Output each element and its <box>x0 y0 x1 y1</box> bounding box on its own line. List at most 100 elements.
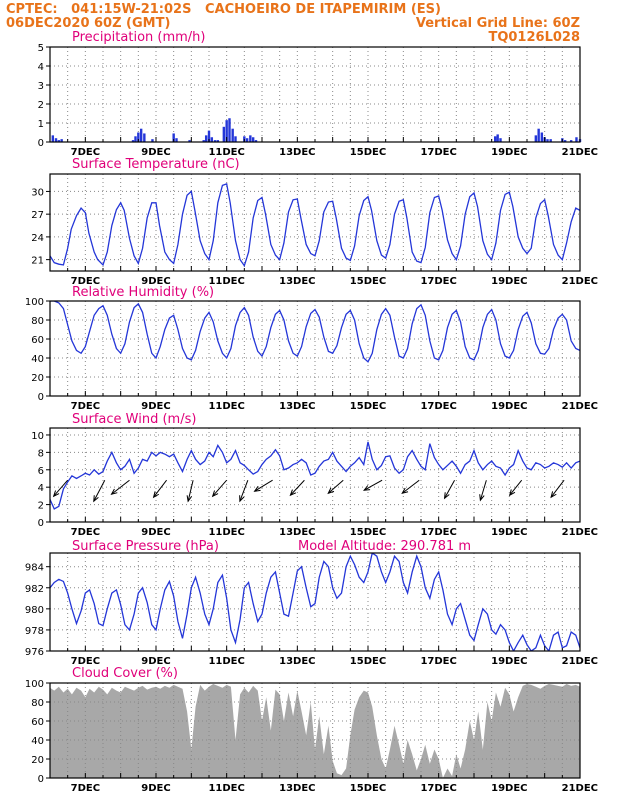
x-tick-label: 13DEC <box>279 401 315 412</box>
y-tick-label: 982 <box>25 584 44 595</box>
x-tick-label: 21DEC <box>562 147 598 158</box>
wind-vector-head <box>93 495 99 503</box>
header-model-id: TQ0126L028 <box>488 30 580 45</box>
x-tick-label: 11DEC <box>208 276 244 287</box>
x-tick-label: 15DEC <box>350 147 386 158</box>
wind-vector <box>212 479 228 497</box>
x-tick-label: 9DEC <box>141 276 170 287</box>
x-tick-label: 7DEC <box>71 527 100 538</box>
panel-title: Surface Pressure (hPa) <box>72 539 219 554</box>
x-tick-label: 19DEC <box>491 276 527 287</box>
x-tick-label: 9DEC <box>141 401 170 412</box>
x-tick-label: 17DEC <box>420 276 456 287</box>
x-tick-label: 17DEC <box>420 527 456 538</box>
x-tick-label: 9DEC <box>141 656 170 667</box>
precip-bar <box>57 140 61 142</box>
precip-bar <box>137 132 140 142</box>
precip-bar <box>225 120 228 142</box>
x-tick-label: 19DEC <box>491 147 527 158</box>
precip-bar <box>188 140 191 142</box>
precip-bar <box>54 138 58 142</box>
x-tick-label: 11DEC <box>208 527 244 538</box>
y-tick-label: 5 <box>38 43 44 54</box>
x-tick-label: 7DEC <box>71 656 100 667</box>
header-location: CPTEC: 041:15W-21:02S CACHOEIRO DE ITAPE… <box>6 2 441 17</box>
y-tick-label: 60 <box>31 335 44 346</box>
precip-bar <box>563 140 567 142</box>
panel-1 <box>46 173 581 272</box>
series-line <box>50 553 580 651</box>
precip-bar <box>51 135 55 142</box>
x-tick-label: 15DEC <box>350 276 386 287</box>
x-tick-label: 17DEC <box>420 401 456 412</box>
y-tick-label: 80 <box>31 698 44 709</box>
x-tick-label: 11DEC <box>208 147 244 158</box>
y-tick-label: 21 <box>31 256 44 267</box>
header-grid-line: Vertical Grid Line: 60Z <box>415 16 580 31</box>
y-tick-label: 40 <box>31 736 44 747</box>
wind-vector <box>53 479 69 497</box>
precip-bar <box>540 132 544 142</box>
precip-bar <box>546 139 549 142</box>
x-tick-label: 11DEC <box>208 783 244 794</box>
wind-vector <box>479 480 487 501</box>
y-tick-label: 40 <box>31 354 44 365</box>
y-tick-label: 6 <box>38 466 44 477</box>
precip-bar <box>222 126 226 142</box>
precip-bar <box>143 133 146 142</box>
wind-vector <box>187 480 194 502</box>
precip-bar <box>228 118 231 142</box>
precip-bar <box>134 136 137 142</box>
precip-bar <box>234 136 237 142</box>
wind-vector <box>550 479 565 498</box>
x-tick-label: 7DEC <box>71 401 100 412</box>
precip-bar <box>534 135 538 142</box>
wind-vector <box>239 480 249 502</box>
precip-bar <box>254 140 258 142</box>
precip-bar <box>216 140 220 142</box>
precip-bar <box>202 140 205 142</box>
wind-vector-head <box>479 494 485 502</box>
x-tick-label: 21DEC <box>562 527 598 538</box>
y-tick-label: 27 <box>31 210 44 221</box>
x-tick-label: 17DEC <box>420 783 456 794</box>
y-tick-label: 976 <box>25 647 44 658</box>
precip-bar <box>175 138 178 142</box>
wind-vector <box>111 479 130 495</box>
series-line <box>50 182 580 268</box>
y-tick-label: 2 <box>38 501 44 512</box>
x-tick-label: 19DEC <box>491 783 527 794</box>
x-tick-label: 19DEC <box>491 401 527 412</box>
y-tick-label: 80 <box>31 316 44 327</box>
precip-bar <box>245 138 249 142</box>
y-tick-label: 4 <box>38 483 44 494</box>
y-tick-label: 2 <box>38 100 44 111</box>
wind-vector-head <box>508 489 516 497</box>
x-tick-label: 21DEC <box>562 656 598 667</box>
x-tick-label: 13DEC <box>279 276 315 287</box>
precip-bar <box>537 128 540 142</box>
x-tick-label: 13DEC <box>279 783 315 794</box>
y-tick-label: 980 <box>25 605 44 616</box>
wind-vector <box>93 479 106 502</box>
y-tick-label: 3 <box>38 81 44 92</box>
x-tick-label: 11DEC <box>208 401 244 412</box>
precip-bar <box>151 139 154 142</box>
wind-vector-head <box>253 486 261 492</box>
precip-bar <box>131 140 135 142</box>
series-line <box>50 441 580 510</box>
wind-vector <box>327 479 344 494</box>
x-tick-label: 17DEC <box>420 147 456 158</box>
precip-bar <box>231 128 234 142</box>
x-tick-label: 7DEC <box>71 783 100 794</box>
x-tick-label: 21DEC <box>562 276 598 287</box>
wind-vector-head <box>289 489 297 497</box>
x-tick-label: 15DEC <box>350 527 386 538</box>
series-line <box>50 301 580 363</box>
x-tick-label: 17DEC <box>420 656 456 667</box>
panel-title: Cloud Cover (%) <box>72 666 178 681</box>
wind-vector-head <box>363 485 371 491</box>
precip-bar <box>496 134 499 142</box>
